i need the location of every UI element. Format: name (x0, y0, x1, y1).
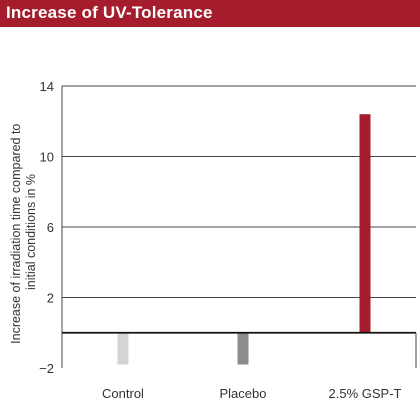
bar-2-5-gsp-t (359, 114, 371, 333)
bars (117, 114, 371, 365)
y-axis-label: Increase of irradiation time compared to… (9, 120, 38, 344)
y-tick-label: 2 (47, 291, 54, 306)
x-category-label: Placebo (220, 386, 267, 401)
chart-title: Increase of UV-Tolerance (6, 3, 213, 22)
axes (61, 86, 417, 368)
gridlines (62, 85, 416, 298)
title-bar: Increase of UV-Tolerance (0, 0, 420, 27)
tick-labels: 14 10 6 2 −2 Control Placebo 2.5% GSP-T (39, 79, 401, 401)
y-tick-label: 6 (47, 220, 54, 235)
y-axis-label-line-2: initial conditions in % (24, 174, 38, 290)
bar-placebo (237, 332, 249, 365)
x-category-label: 2.5% GSP-T (329, 386, 402, 401)
x-category-label: Control (102, 386, 144, 401)
bar-control (117, 332, 129, 365)
y-axis-label-line-1: Increase of irradiation time compared to (9, 124, 23, 344)
y-tick-label: 14 (40, 79, 54, 94)
y-tick-label: 10 (40, 150, 54, 165)
y-tick-label: −2 (39, 361, 54, 376)
